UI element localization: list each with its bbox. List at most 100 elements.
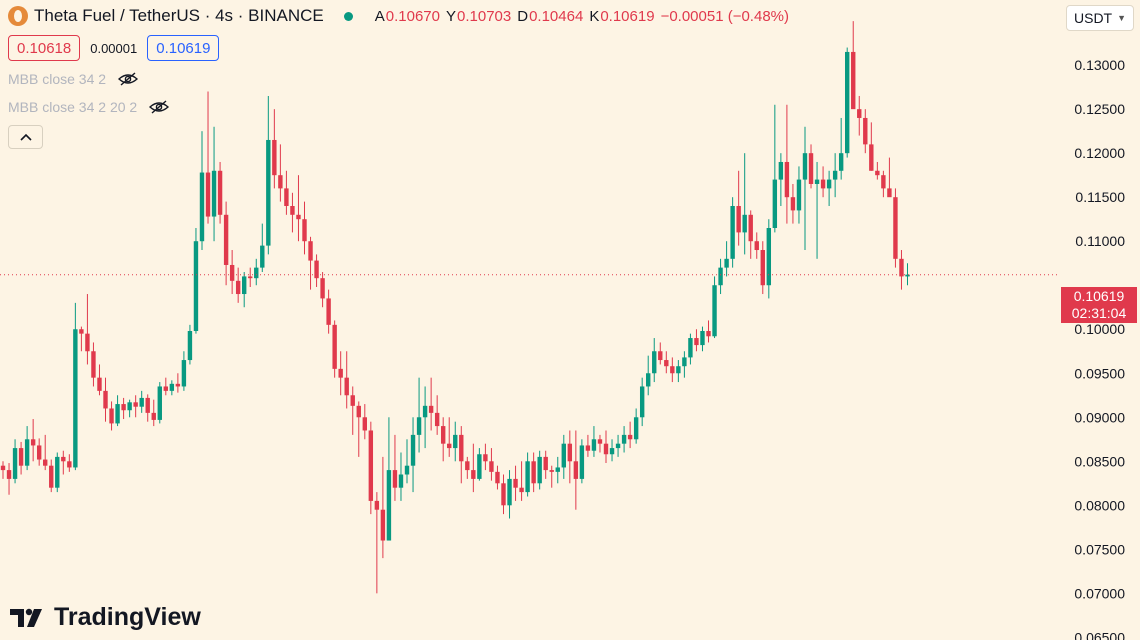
candle-body bbox=[615, 443, 621, 449]
candle bbox=[670, 357, 675, 383]
candle-body bbox=[133, 402, 138, 407]
candle bbox=[278, 144, 283, 202]
candle bbox=[465, 456, 470, 479]
candle-body bbox=[712, 285, 717, 337]
candle-body bbox=[30, 439, 36, 446]
candle-body bbox=[284, 188, 289, 206]
candle bbox=[410, 417, 416, 493]
candle-body bbox=[6, 470, 12, 479]
eye-hidden-icon[interactable] bbox=[118, 72, 139, 86]
candle-body bbox=[459, 434, 464, 462]
candle-body bbox=[416, 417, 422, 435]
candle-body bbox=[254, 267, 259, 279]
indicator-mbb-1[interactable]: MBB close 34 2 bbox=[8, 71, 139, 87]
candle bbox=[139, 390, 144, 413]
currency-label: USDT bbox=[1074, 10, 1113, 26]
candle-body bbox=[718, 267, 723, 286]
candle-body bbox=[905, 274, 910, 277]
candle bbox=[434, 395, 440, 435]
candle-body bbox=[320, 278, 325, 299]
candle bbox=[742, 153, 747, 255]
candle bbox=[362, 404, 367, 440]
candle bbox=[392, 434, 398, 501]
candle-body bbox=[428, 405, 434, 413]
eye-hidden-icon[interactable] bbox=[149, 100, 170, 114]
candle-body bbox=[585, 445, 591, 451]
candle-body bbox=[802, 153, 808, 180]
candle-body bbox=[694, 338, 699, 346]
candle-body bbox=[682, 357, 687, 367]
candle bbox=[766, 219, 772, 299]
price-tick-label: 0.11000 bbox=[1075, 233, 1125, 249]
candle-body bbox=[12, 448, 18, 479]
candle-body bbox=[115, 404, 120, 424]
candle-body bbox=[410, 434, 416, 466]
candle bbox=[495, 465, 500, 490]
candle bbox=[314, 254, 319, 287]
candle-body bbox=[808, 153, 814, 184]
candle bbox=[320, 272, 325, 308]
high-key: Y bbox=[445, 7, 456, 25]
price-axis[interactable]: 0.135000.130000.125000.120000.115000.110… bbox=[1074, 13, 1125, 640]
candle-body bbox=[350, 395, 355, 406]
candle-body bbox=[772, 179, 778, 229]
currency-select[interactable]: USDT ▼ bbox=[1066, 5, 1134, 31]
candle bbox=[229, 250, 235, 295]
candle bbox=[784, 104, 790, 224]
candle bbox=[368, 421, 374, 515]
candle-body bbox=[561, 443, 566, 468]
candle bbox=[561, 434, 566, 479]
candle-body bbox=[646, 373, 651, 387]
bar-countdown: 02:31:04 bbox=[1071, 305, 1127, 321]
candle-body bbox=[724, 258, 729, 268]
candle-body bbox=[242, 276, 247, 295]
price-tick-label: 0.09500 bbox=[1074, 365, 1125, 381]
candle-body bbox=[477, 454, 482, 479]
last-price-value: 0.10619 bbox=[1073, 288, 1125, 304]
price-tick-label: 0.09000 bbox=[1074, 409, 1125, 425]
candle-body bbox=[356, 405, 361, 418]
collapse-legend-button[interactable] bbox=[8, 125, 43, 149]
candle bbox=[6, 463, 12, 495]
candle-body bbox=[893, 197, 898, 259]
candle bbox=[61, 450, 66, 475]
candle bbox=[49, 459, 54, 493]
candle bbox=[736, 170, 741, 246]
candle bbox=[621, 426, 627, 453]
candle-body bbox=[760, 250, 765, 286]
candle-body bbox=[778, 161, 784, 180]
candle-body bbox=[205, 172, 211, 217]
candle bbox=[513, 465, 518, 501]
candle bbox=[326, 289, 331, 334]
indicator-label: MBB close 34 2 20 2 bbox=[8, 99, 138, 115]
candle-body bbox=[706, 331, 711, 337]
candle bbox=[344, 351, 349, 409]
candle-body bbox=[296, 214, 301, 220]
tradingview-brand[interactable]: TradingView bbox=[10, 603, 201, 632]
buy-price-button[interactable]: 0.10619 bbox=[147, 35, 220, 61]
open-key: A bbox=[374, 7, 385, 25]
candle-body bbox=[235, 280, 241, 295]
candle-body bbox=[664, 360, 669, 367]
candle bbox=[440, 417, 446, 462]
candle bbox=[266, 95, 271, 255]
price-tick-label: 0.08000 bbox=[1074, 497, 1125, 513]
change-value: −0.00051 (−0.48%) bbox=[660, 7, 789, 25]
candle bbox=[899, 250, 904, 290]
open-value: 0.10670 bbox=[385, 7, 440, 25]
candle bbox=[658, 342, 663, 365]
candle bbox=[199, 131, 205, 251]
candle-body bbox=[483, 454, 488, 462]
candle bbox=[633, 408, 639, 444]
candle-body bbox=[73, 329, 78, 468]
candle bbox=[55, 452, 60, 493]
candle bbox=[507, 470, 512, 519]
market-open-dot-icon bbox=[343, 11, 353, 21]
candle bbox=[121, 397, 126, 420]
candle-body bbox=[332, 324, 337, 369]
sell-price-button[interactable]: 0.10618 bbox=[8, 35, 81, 61]
candle bbox=[338, 351, 343, 396]
symbol-title[interactable]: Theta Fuel / TetherUS · 4s · BINANCE bbox=[34, 6, 324, 25]
indicator-mbb-2[interactable]: MBB close 34 2 20 2 bbox=[8, 99, 170, 115]
